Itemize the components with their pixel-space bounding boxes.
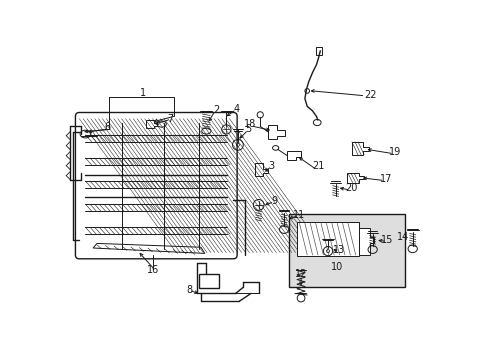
Text: 20: 20 bbox=[345, 183, 357, 193]
Text: 5: 5 bbox=[245, 125, 251, 134]
Text: 16: 16 bbox=[147, 265, 159, 275]
Bar bbox=[199, 274, 218, 288]
Text: 10: 10 bbox=[330, 261, 343, 271]
Text: 12: 12 bbox=[294, 269, 306, 279]
Polygon shape bbox=[358, 228, 373, 255]
Bar bbox=[316, 47, 321, 55]
Text: 2: 2 bbox=[213, 105, 219, 115]
Text: 8: 8 bbox=[186, 285, 192, 294]
Text: 9: 9 bbox=[271, 196, 277, 206]
Text: 6: 6 bbox=[104, 122, 110, 132]
Text: 11: 11 bbox=[293, 210, 305, 220]
Bar bbox=[289, 214, 404, 287]
Text: 7: 7 bbox=[167, 114, 173, 123]
Text: 15: 15 bbox=[380, 235, 393, 244]
Text: 21: 21 bbox=[312, 161, 325, 171]
Text: 19: 19 bbox=[388, 147, 400, 157]
Text: 4: 4 bbox=[233, 104, 239, 114]
Text: 18: 18 bbox=[244, 119, 256, 129]
Text: 17: 17 bbox=[379, 174, 391, 184]
Text: 14: 14 bbox=[397, 232, 409, 242]
Text: 1: 1 bbox=[140, 88, 146, 98]
Text: 13: 13 bbox=[333, 244, 345, 255]
Bar bbox=[297, 222, 358, 256]
Text: 3: 3 bbox=[268, 161, 274, 171]
Text: 22: 22 bbox=[364, 90, 376, 100]
